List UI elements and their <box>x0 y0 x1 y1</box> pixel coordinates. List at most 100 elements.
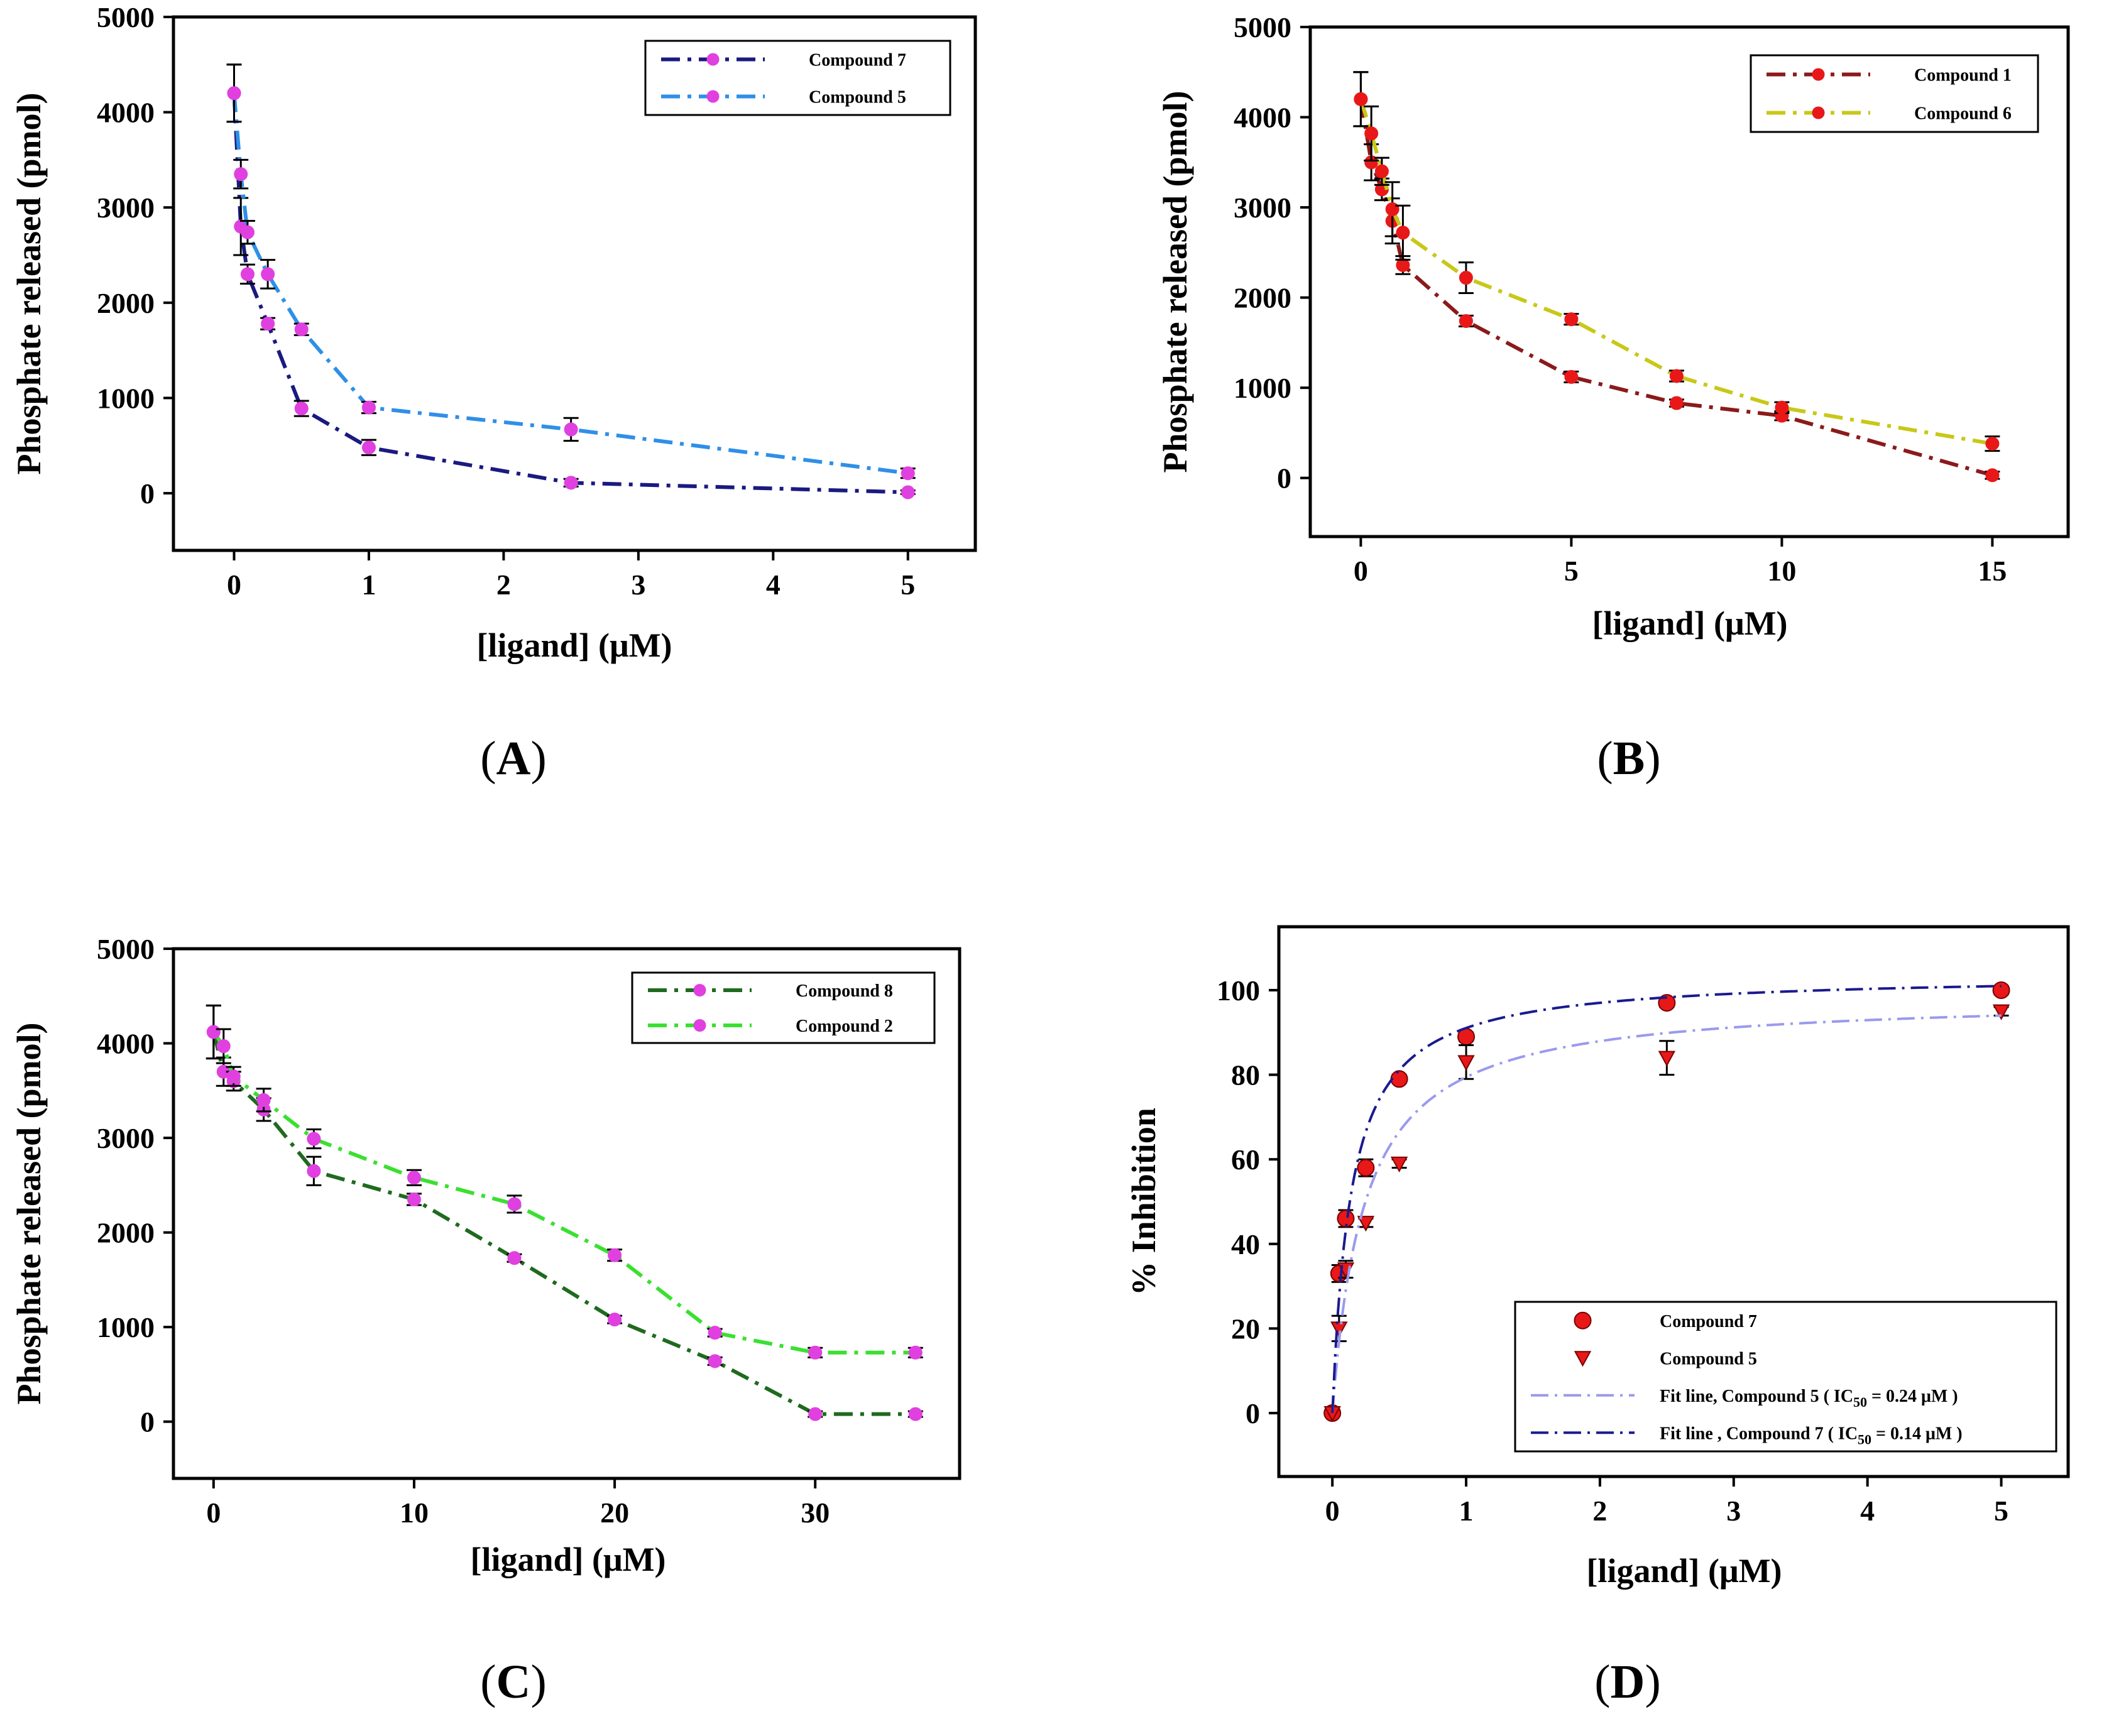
panel-label-letter: C <box>496 1656 531 1708</box>
data-point <box>901 485 915 500</box>
y-tick-label: 1000 <box>97 382 155 414</box>
data-point <box>1364 126 1379 141</box>
data-point <box>1374 164 1389 178</box>
data-point <box>608 1313 622 1327</box>
data-point <box>507 1251 522 1265</box>
legend-swatch-marker <box>1812 68 1825 81</box>
legend: Compound 8 Compound 2 <box>631 971 936 1044</box>
y-tick-label: 3000 <box>97 1122 155 1154</box>
data-point <box>240 225 255 239</box>
panel-label-paren-open: ( <box>480 732 496 785</box>
legend-entry-label: Compound 1 <box>1914 66 2012 85</box>
series-compound-5 <box>226 63 916 481</box>
legend-swatch <box>1574 1311 1592 1329</box>
chart-panel-a: 0 1 2 3 4 5 0 1000 2000 3000 4000 5000 [ligand] (μM)… <box>10 1 977 785</box>
x-tick-label: 3 <box>1726 1495 1741 1527</box>
panel-label: (B) <box>1597 732 1660 785</box>
y-tick-label: 1000 <box>1234 372 1291 404</box>
x-tick-label: 20 <box>600 1497 629 1529</box>
legend-swatch-marker <box>1812 106 1825 119</box>
plot-frame <box>172 947 961 1480</box>
chart-panel-b: 0 5 10 15 0 1000 2000 3000 4000 5000 [ligand] (μM)… <box>1156 11 2070 785</box>
data-point <box>1992 1004 2010 1020</box>
y-tick-label: 4000 <box>1234 102 1291 134</box>
y-tick-label: 3000 <box>1234 192 1291 224</box>
plot-frame <box>1308 25 2070 538</box>
y-tick-label: 0 <box>1246 1397 1260 1429</box>
legend-entry-name: Compound 2 <box>796 1017 893 1036</box>
y-tick-label: 60 <box>1231 1144 1260 1176</box>
data-point <box>564 422 578 437</box>
fit-line <box>1331 1014 2002 1414</box>
data-point <box>1396 258 1410 272</box>
legend-swatch-marker <box>706 90 720 103</box>
data-point <box>227 86 241 101</box>
series-fit-line-compound-5-ic <box>1331 1014 2002 1414</box>
data-point <box>361 440 376 455</box>
legend-entry-name: Compound 6 <box>1914 104 2012 124</box>
data-point <box>256 1093 271 1107</box>
legend-entry-label: Fit line, Compound 5 ( IC50 = 0.24 μM ) <box>1660 1387 1958 1410</box>
legend-entry-name: Compound 5 <box>809 88 906 107</box>
x-axis-label: [ligand] (μM) <box>1592 604 1787 642</box>
data-point <box>1357 1159 1375 1177</box>
data-point <box>226 1069 241 1084</box>
legend-entry-name: Compound 7 <box>809 51 906 70</box>
x-axis-label: [ligand] (μM) <box>476 626 672 664</box>
data-point <box>307 1132 321 1146</box>
y-tick-label: 100 <box>1217 974 1260 1007</box>
legend-frame <box>1514 1301 2057 1453</box>
data-point <box>1985 437 2000 451</box>
y-tick-label: 5000 <box>97 1 155 33</box>
panel-label: (C) <box>480 1656 547 1708</box>
data-point <box>908 1345 923 1360</box>
y-tick-label: 2000 <box>97 1217 155 1249</box>
x-tick-label: 5 <box>901 569 915 601</box>
legend-entry-name: Compound 7 <box>1660 1312 1757 1331</box>
y-tick-label: 3000 <box>97 192 155 224</box>
legend-entry-name: Compound 1 <box>1914 66 2012 85</box>
legend-entry-label: Compound 2 <box>796 1017 893 1036</box>
series-fit-line-compound-7-ic <box>1331 985 2002 1414</box>
x-tick-label: 4 <box>766 569 781 601</box>
data-point <box>901 466 915 481</box>
data-point <box>507 1197 522 1211</box>
data-point <box>1357 1216 1375 1232</box>
data-point <box>261 267 275 281</box>
data-point <box>206 1025 221 1039</box>
legend-entry-label: Compound 8 <box>796 981 893 1001</box>
panel-label-paren-close: ) <box>1645 732 1660 785</box>
data-point <box>307 1164 321 1178</box>
legend-entry-label: Compound 5 <box>1660 1349 1757 1368</box>
data-point <box>240 267 255 281</box>
series-compound-2 <box>205 1004 923 1360</box>
y-axis-label: Phosphate released (pmol) <box>10 93 48 475</box>
x-axis-label: [ligand] (μM) <box>470 1541 666 1578</box>
legend-swatch-marker <box>706 53 720 66</box>
legend-entry-name: Fit line , Compound 7 ( IC <box>1660 1424 1858 1443</box>
y-tick-label: 5000 <box>1234 11 1291 43</box>
panel-label-letter: D <box>1611 1656 1645 1708</box>
legend-frame <box>631 971 936 1044</box>
legend-entry-label: Fit line , Compound 7 ( IC50 = 0.14 μM ) <box>1660 1424 1963 1447</box>
legend: Compound 7 Compound 5 Fit line, Compound 5… <box>1514 1301 2057 1453</box>
series-compound-1 <box>1353 71 2000 483</box>
y-tick-label: 0 <box>1277 462 1291 494</box>
x-tick-label: 0 <box>227 569 241 601</box>
legend-frame <box>644 40 951 116</box>
y-tick-label: 4000 <box>97 97 155 129</box>
x-tick-label: 15 <box>1978 555 2007 587</box>
data-point <box>708 1326 722 1340</box>
panel-label-letter: A <box>496 732 531 785</box>
series-line <box>232 93 909 476</box>
x-tick-label: 2 <box>496 569 511 601</box>
data-point <box>361 400 376 415</box>
x-tick-label: 10 <box>400 1497 429 1529</box>
y-tick-label: 0 <box>140 1406 155 1438</box>
x-tick-label: 0 <box>1354 555 1368 587</box>
panel-label: (A) <box>480 732 547 785</box>
legend-entry-name: Compound 8 <box>796 981 893 1001</box>
panel-label-paren-open: ( <box>480 1656 496 1708</box>
data-point <box>1564 369 1579 384</box>
